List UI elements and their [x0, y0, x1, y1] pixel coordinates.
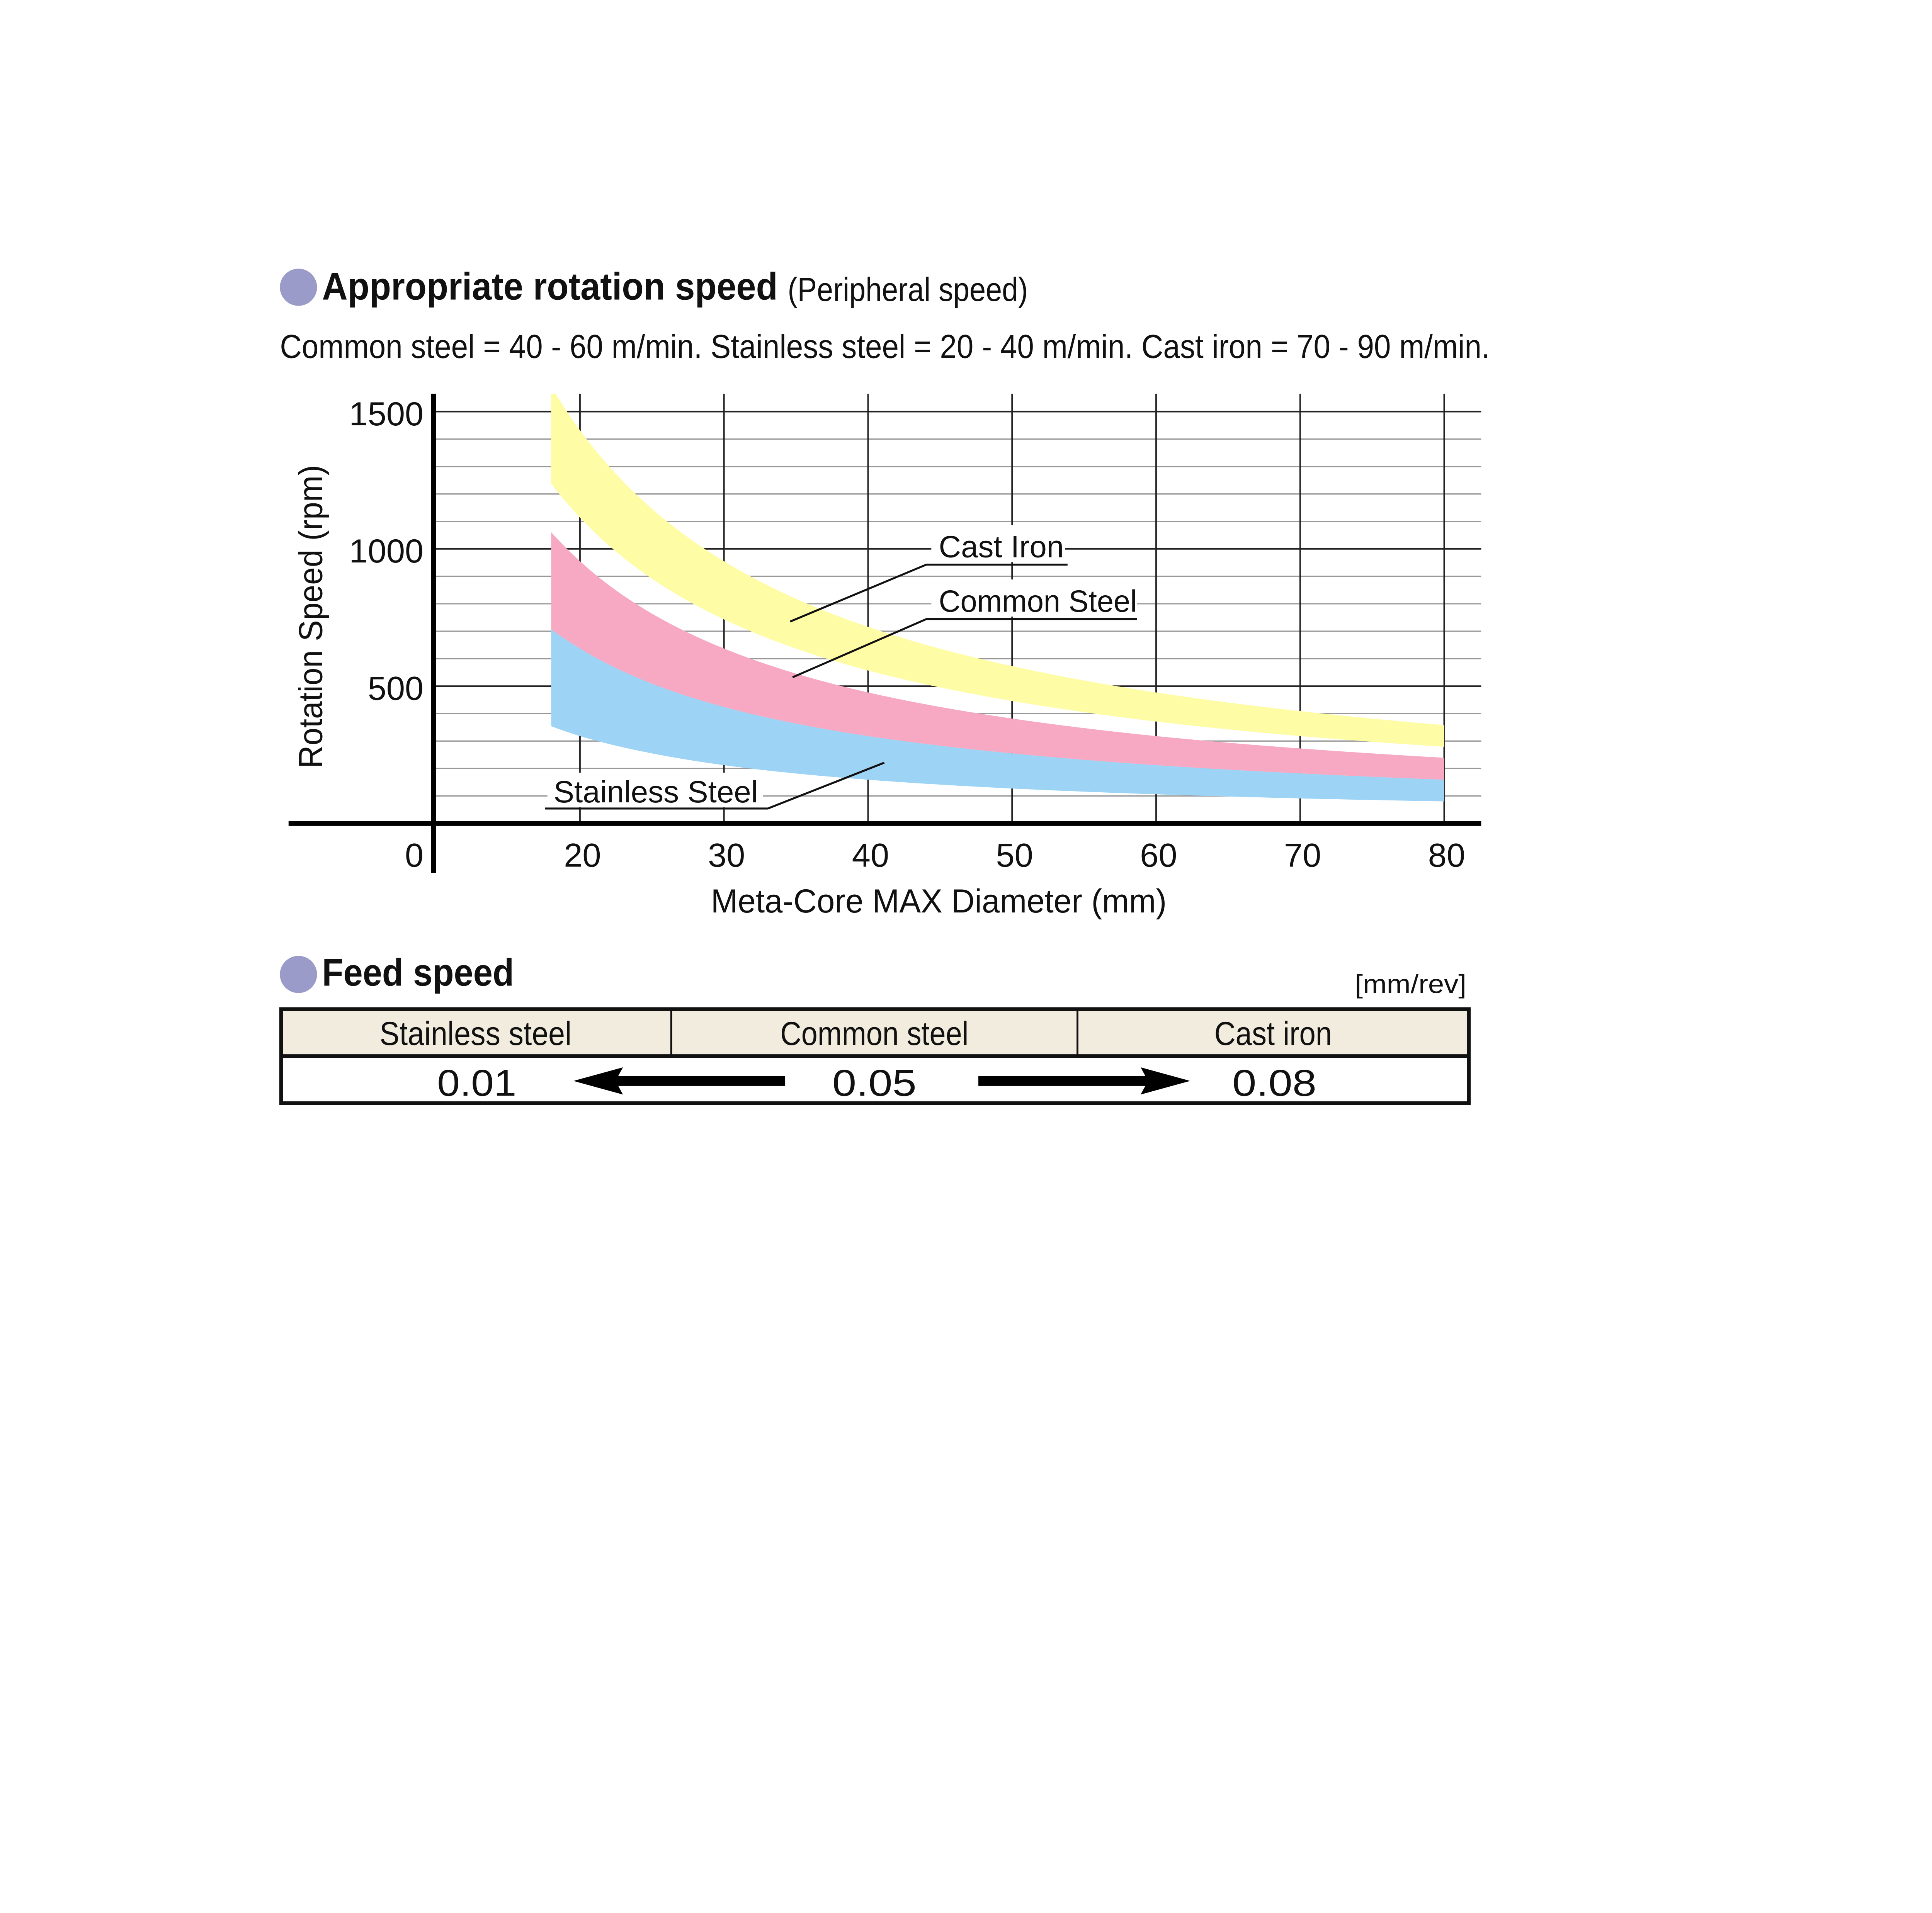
x-tick-label: 50: [996, 837, 1033, 874]
feed-value-cast-iron: 0.08: [1232, 1063, 1316, 1104]
arrow-left-icon: [573, 1067, 786, 1095]
column-header-common-steel: Common steel: [780, 1015, 968, 1052]
feed-section-title: Feed speed: [322, 951, 514, 994]
leader-line: [792, 618, 1137, 678]
series-label-cast-iron: Cast Iron: [939, 529, 1064, 564]
feed-value-common-steel: 0.05: [832, 1063, 917, 1104]
leader-line: [789, 563, 1068, 623]
x-tick-label: 20: [564, 837, 601, 874]
chart-bands: [551, 394, 1444, 802]
x-tick-label: 30: [708, 837, 745, 874]
section-title: Appropriate rotation speed: [322, 265, 777, 308]
y-tick-label: 0: [405, 837, 423, 874]
series-label-common-steel: Common Steel: [939, 583, 1137, 618]
table-header-row: [281, 1009, 1469, 1056]
section-bullet-icon: [280, 956, 317, 993]
section-title-note: (Peripheral speed): [787, 271, 1028, 308]
page-canvas: Appropriate rotation speed (Peripheral s…: [279, 265, 1490, 1105]
y-axis-label: Rotation Speed (rpm): [292, 465, 329, 768]
label-common-steel: Common Steel: [792, 579, 1137, 678]
band-cast-iron: [551, 394, 1444, 747]
x-tick-label: 70: [1284, 837, 1321, 874]
feed-unit: [mm/rev]: [1355, 970, 1466, 999]
series-label-stainless-steel: Stainless Steel: [554, 774, 758, 809]
y-tick-label: 500: [368, 670, 423, 707]
rotation-speed-chart: 0 500 1000 1500 20 30 40 50 60 70 80 Cast Iron Com…: [288, 394, 1481, 920]
feed-speed-table: Stainless steel Common steel Cast iron 0…: [279, 1007, 1471, 1105]
x-tick-label: 60: [1140, 837, 1177, 874]
y-tick-label: 1000: [349, 533, 423, 570]
leader-line: [545, 761, 885, 810]
x-tick-label: 80: [1428, 837, 1465, 874]
label-cast-iron: Cast Iron: [789, 525, 1068, 623]
band-stainless-steel: [551, 629, 1444, 802]
section-bullet-icon: [280, 268, 317, 306]
y-tick-label: 1500: [349, 396, 423, 433]
x-tick-label: 40: [852, 837, 889, 874]
speed-description: Common steel = 40 - 60 m/min. Stainless …: [280, 328, 1490, 365]
arrow-right-icon: [978, 1067, 1190, 1095]
feed-value-stainless-steel: 0.01: [437, 1063, 516, 1104]
column-header-cast-iron: Cast iron: [1214, 1015, 1332, 1052]
x-axis-label: Meta-Core MAX Diameter (mm): [711, 883, 1167, 920]
chart-axes: [288, 394, 1481, 873]
column-header-stainless-steel: Stainless steel: [379, 1015, 571, 1052]
chart-tick-labels: 0 500 1000 1500 20 30 40 50 60 70 80: [349, 396, 1465, 874]
label-stainless-steel: Stainless Steel: [545, 761, 885, 810]
band-common-steel: [551, 532, 1444, 780]
